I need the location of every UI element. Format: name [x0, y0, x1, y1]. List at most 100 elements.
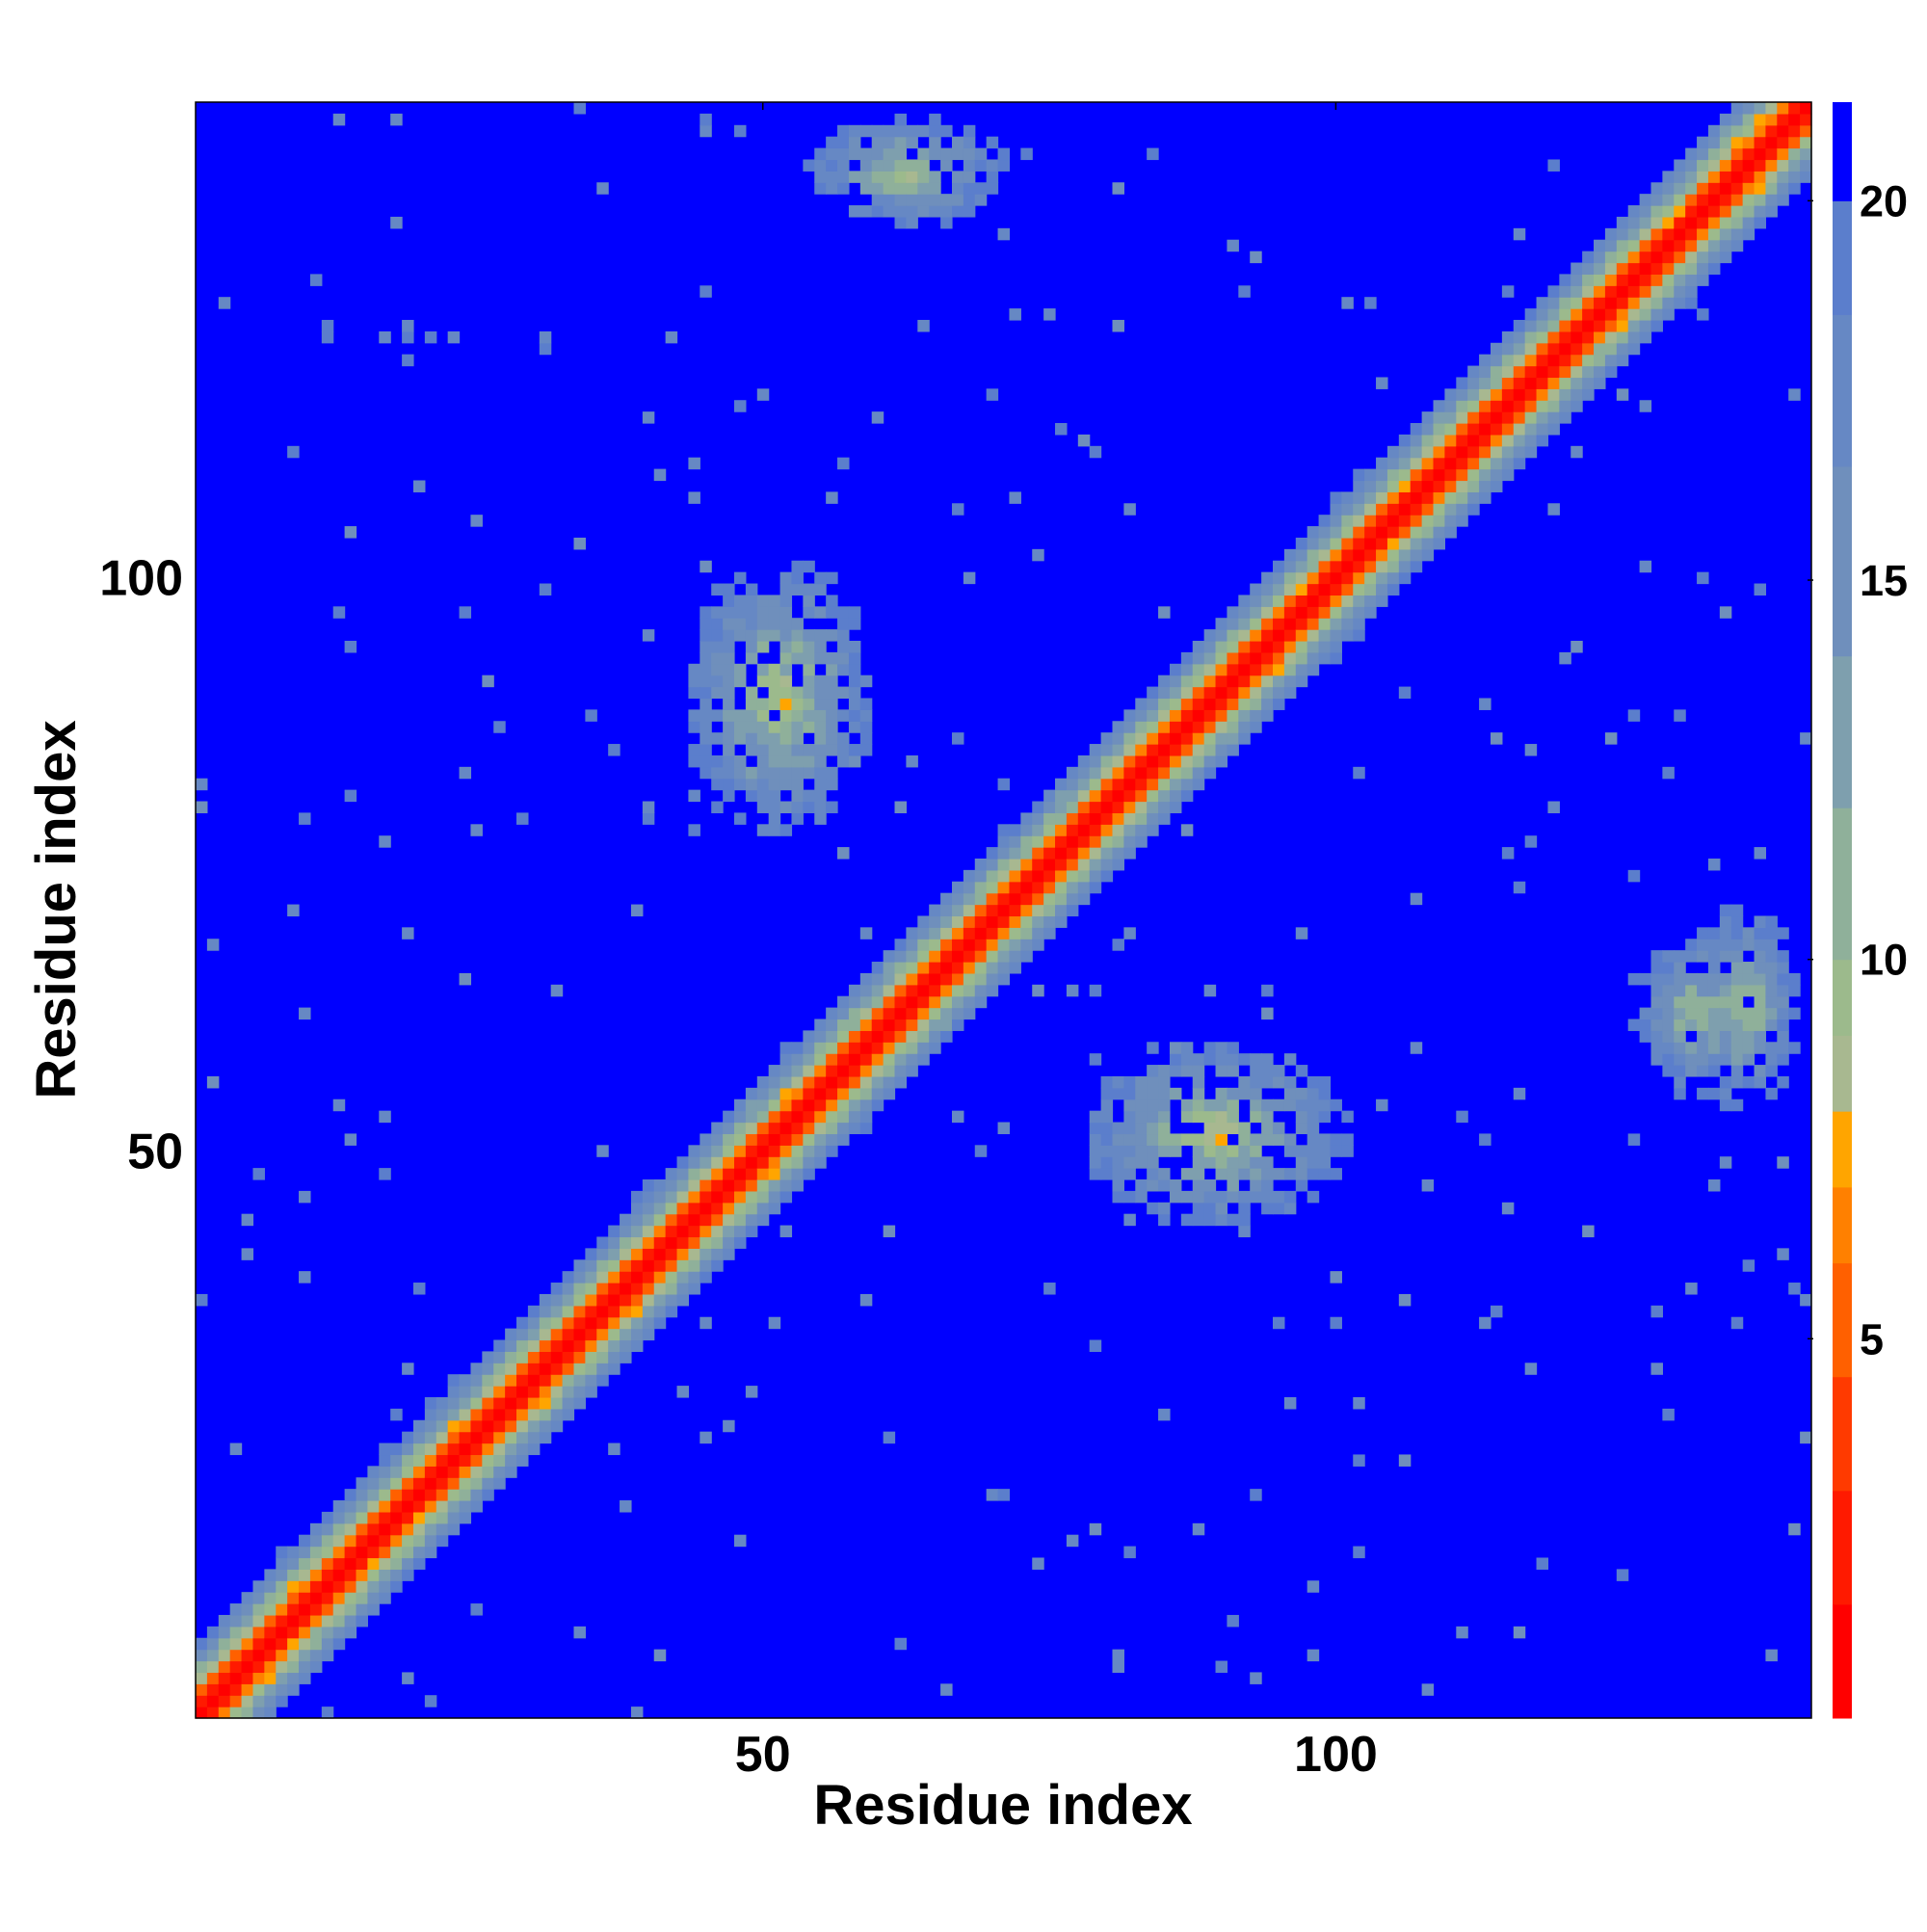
heatmap-cell: [837, 651, 850, 665]
heatmap-cell: [1719, 1030, 1732, 1043]
heatmap-cell: [1192, 732, 1205, 745]
heatmap-cell: [1639, 308, 1652, 321]
heatmap-cell: [676, 1283, 690, 1295]
heatmap-cell: [1571, 308, 1583, 321]
heatmap-cell: [1123, 824, 1136, 836]
heatmap-cell: [1559, 651, 1571, 665]
heatmap-cell: [951, 1110, 964, 1124]
heatmap-cell: [1594, 342, 1606, 356]
heatmap-cell: [963, 972, 976, 986]
heatmap-cell: [1009, 904, 1021, 917]
heatmap-cell: [906, 754, 918, 768]
heatmap-cell: [814, 1156, 827, 1169]
heatmap-cell: [814, 1053, 827, 1066]
heatmap-cell: [1135, 801, 1148, 813]
heatmap-cell: [734, 1213, 747, 1227]
heatmap-cell: [505, 1466, 517, 1478]
heatmap-cell: [826, 491, 838, 504]
colorbar-segment: [1833, 959, 1852, 1036]
heatmap-cell: [940, 962, 953, 974]
heatmap-cell: [1250, 595, 1262, 607]
heatmap-cell: [1318, 606, 1332, 619]
heatmap-cell: [906, 1007, 918, 1020]
heatmap-cell: [252, 1614, 265, 1628]
heatmap-cell: [1364, 468, 1377, 482]
heatmap-cell: [264, 1592, 277, 1604]
heatmap-cell: [745, 698, 758, 710]
heatmap-cell: [402, 1546, 414, 1559]
heatmap-cell: [1639, 216, 1652, 229]
heatmap-cell: [814, 171, 827, 183]
heatmap-cell: [848, 147, 861, 161]
heatmap-cell: [1627, 342, 1641, 356]
heatmap-cell: [791, 732, 804, 745]
heatmap-cell: [1032, 881, 1044, 894]
heatmap-cell: [196, 1672, 208, 1684]
heatmap-cell: [688, 1202, 700, 1215]
heatmap-cell: [734, 1236, 747, 1249]
heatmap-cell: [1135, 835, 1148, 848]
heatmap-cell: [1765, 950, 1778, 963]
heatmap-cell: [734, 1133, 747, 1146]
heatmap-cell: [1112, 801, 1124, 813]
heatmap-cell: [768, 1122, 781, 1135]
heatmap-cell: [1112, 1190, 1124, 1204]
heatmap-cell: [1765, 927, 1778, 940]
heatmap-cell: [1100, 858, 1114, 871]
heatmap-cell: [723, 744, 735, 756]
heatmap-cell: [516, 1339, 529, 1352]
heatmap-cell: [1547, 411, 1560, 424]
heatmap-cell: [1295, 641, 1308, 653]
heatmap-cell: [379, 1477, 391, 1490]
heatmap-cell: [1055, 824, 1068, 836]
heatmap-cell: [974, 892, 988, 906]
heatmap-cell: [642, 1236, 655, 1249]
heatmap-cell: [1685, 1042, 1698, 1054]
heatmap-cell: [1754, 972, 1767, 986]
heatmap-cell: [1662, 766, 1675, 780]
heatmap-cell: [791, 1156, 804, 1169]
heatmap-cell: [412, 1546, 426, 1559]
heatmap-cell: [1261, 571, 1274, 585]
heatmap-cell: [1697, 1007, 1709, 1020]
heatmap-cell: [1192, 1202, 1205, 1215]
heatmap-cell: [1089, 778, 1102, 791]
heatmap-cell: [734, 1190, 747, 1204]
heatmap-cell: [1707, 205, 1721, 218]
heatmap-cell: [1398, 491, 1412, 504]
heatmap-cell: [1364, 491, 1377, 504]
heatmap-cell: [1261, 1110, 1274, 1124]
heatmap-cell: [768, 812, 781, 825]
heatmap-cell: [779, 1065, 793, 1077]
heatmap-cell: [1180, 709, 1194, 722]
heatmap-cell: [344, 641, 357, 653]
heatmap-cell: [803, 629, 815, 642]
heatmap-cell: [412, 1454, 426, 1467]
heatmap-cell: [756, 778, 770, 791]
heatmap-cell: [390, 1408, 403, 1421]
heatmap-cell: [700, 618, 712, 630]
heatmap-cell: [1650, 950, 1663, 963]
heatmap-cell: [630, 1202, 644, 1215]
heatmap-cell: [1571, 342, 1583, 356]
heatmap-cell: [1730, 962, 1744, 974]
heatmap-cell: [1192, 1190, 1205, 1204]
heatmap-cell: [1043, 308, 1056, 321]
heatmap-cell: [723, 595, 735, 607]
heatmap-cell: [1742, 927, 1755, 940]
heatmap-cell: [1077, 858, 1091, 871]
heatmap-cell: [1123, 812, 1136, 825]
heatmap-cell: [1386, 503, 1400, 516]
heatmap-cell: [356, 1580, 368, 1593]
heatmap-cell: [1295, 571, 1308, 585]
heatmap-cell: [1674, 227, 1686, 241]
heatmap-cell: [1777, 1019, 1789, 1031]
heatmap-cell: [1227, 1065, 1239, 1077]
heatmap-cell: [1353, 766, 1365, 780]
heatmap-cell: [803, 1030, 815, 1043]
heatmap-cell: [1490, 365, 1503, 379]
heatmap-cell: [585, 1283, 597, 1295]
heatmap-cell: [1123, 744, 1136, 756]
heatmap-cell: [1261, 1202, 1274, 1215]
heatmap-cell: [951, 995, 964, 1009]
